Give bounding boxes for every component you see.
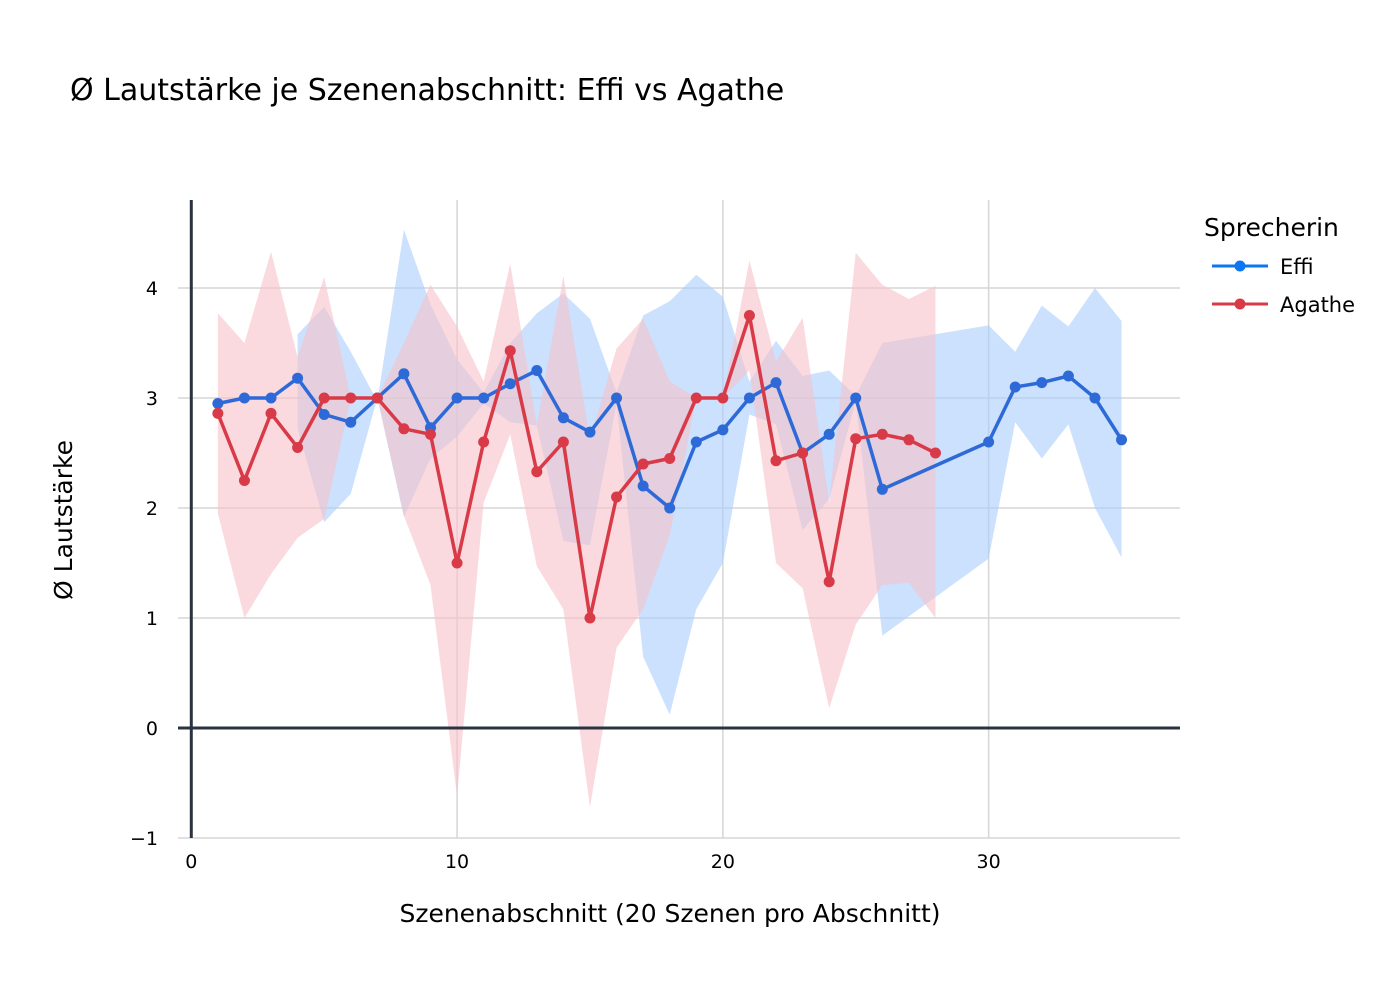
x-tick-label: 30 [977,851,1001,873]
y-tick-label: −1 [130,828,158,850]
data-point-agathe[interactable] [238,475,250,486]
y-tick-label: 4 [146,278,158,300]
data-point-agathe[interactable] [876,428,888,440]
data-point-agathe[interactable] [690,392,702,404]
data-point-effi[interactable] [1009,381,1021,393]
data-point-agathe[interactable] [929,447,941,459]
data-point-effi[interactable] [876,483,888,495]
data-point-agathe[interactable] [504,345,516,357]
chart-title: Ø Lautstärke je Szenenabschnitt: Effi vs… [70,73,784,108]
data-point-agathe[interactable] [850,433,862,445]
legend-marker-effi [1234,260,1246,272]
tick-layer: −1 0 1 2 3 4 0 10 20 30 [130,278,1001,873]
legend-label-agathe: Agathe [1280,293,1355,317]
data-point-agathe[interactable] [903,434,915,446]
legend-item-effi[interactable]: Effi [1212,255,1314,279]
data-point-agathe[interactable] [584,612,596,624]
data-point-effi[interactable] [478,392,490,404]
y-axis-title: Ø Lautstärke [49,440,78,600]
series-line-effi [217,368,1124,510]
x-tick-label: 10 [445,851,469,873]
y-tick-label: 3 [146,388,158,410]
data-point-effi[interactable] [292,372,304,384]
data-point-effi[interactable] [345,416,357,428]
data-point-effi[interactable] [504,378,516,390]
data-point-agathe[interactable] [823,576,835,588]
data-point-effi[interactable] [451,392,463,404]
data-point-effi[interactable] [1116,434,1128,446]
data-point-effi[interactable] [1089,392,1101,404]
y-tick-label: 0 [146,718,158,740]
data-point-agathe[interactable] [611,491,623,503]
data-point-agathe[interactable] [557,436,569,448]
axis-layer [178,200,1180,838]
data-point-agathe[interactable] [424,428,436,440]
data-point-effi[interactable] [398,368,410,380]
data-point-agathe[interactable] [371,392,383,404]
x-tick-label: 20 [711,851,735,873]
data-point-agathe[interactable] [743,310,755,321]
data-point-effi[interactable] [690,436,702,448]
data-point-agathe[interactable] [398,423,410,435]
data-point-effi[interactable] [637,480,649,492]
legend-item-agathe[interactable]: Agathe [1212,293,1355,317]
data-point-agathe[interactable] [451,557,463,569]
data-point-effi[interactable] [823,428,835,440]
series-line-agathe [216,313,937,620]
line-layer [212,310,1128,624]
data-point-effi[interactable] [983,436,995,448]
data-point-effi[interactable] [1036,377,1048,389]
data-point-agathe[interactable] [345,392,357,404]
data-point-effi[interactable] [770,377,782,389]
legend-marker-agathe [1234,298,1246,310]
data-point-effi[interactable] [664,502,676,514]
data-point-agathe[interactable] [265,407,277,419]
data-point-agathe[interactable] [770,455,782,467]
data-point-agathe[interactable] [292,442,304,453]
data-point-agathe[interactable] [478,436,490,448]
data-point-effi[interactable] [850,392,862,404]
data-point-effi[interactable] [743,392,755,404]
y-tick-label: 2 [146,498,158,520]
x-tick-label: 0 [185,851,197,873]
data-point-effi[interactable] [318,409,330,420]
data-point-effi[interactable] [584,426,596,438]
data-point-effi[interactable] [611,392,623,404]
legend-label-effi: Effi [1280,255,1314,279]
legend-title: Sprecherin [1204,213,1339,242]
data-point-agathe[interactable] [318,392,330,404]
data-point-effi[interactable] [212,398,224,409]
data-point-effi[interactable] [1062,370,1074,382]
data-point-effi[interactable] [265,392,277,404]
data-point-effi[interactable] [717,424,729,436]
band-layer [217,229,1122,808]
data-point-agathe[interactable] [531,466,543,478]
data-point-effi[interactable] [531,365,543,376]
y-tick-label: 1 [146,608,158,630]
data-point-effi[interactable] [238,392,250,404]
data-point-agathe[interactable] [664,453,676,464]
data-point-agathe[interactable] [717,392,729,404]
x-axis-title: Szenenabschnitt (20 Szenen pro Abschnitt… [399,899,940,928]
data-point-agathe[interactable] [797,447,809,459]
data-point-agathe[interactable] [212,407,224,419]
legend: Sprecherin Effi Agathe [1204,213,1355,317]
data-point-agathe[interactable] [637,458,649,470]
data-point-effi[interactable] [557,412,569,424]
